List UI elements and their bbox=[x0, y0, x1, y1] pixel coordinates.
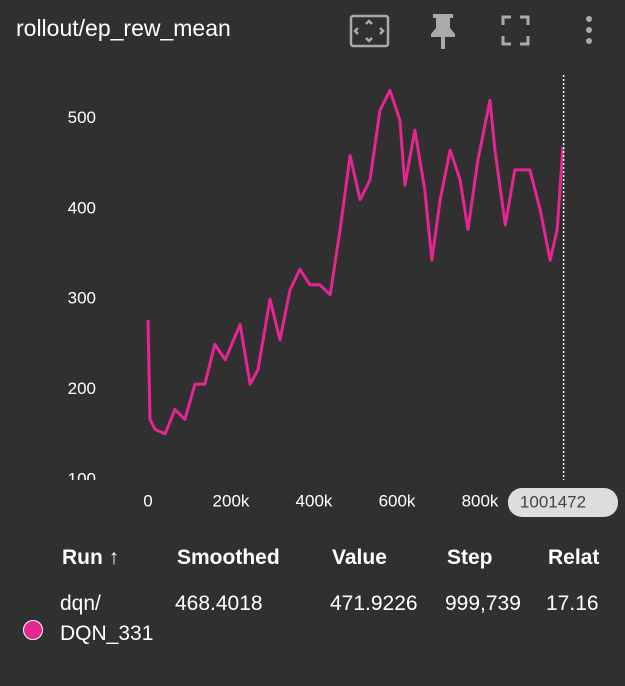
column-header: Run ↑ bbox=[62, 546, 120, 569]
line-series bbox=[146, 88, 565, 436]
fullscreen-icon[interactable] bbox=[501, 15, 530, 46]
fit-icon[interactable] bbox=[349, 14, 390, 48]
x-tick-label: 600k bbox=[379, 491, 416, 510]
x-tick-label: 800k bbox=[462, 491, 499, 510]
y-tick-label: 500 bbox=[68, 108, 96, 127]
x-tick-label: 200k bbox=[213, 491, 250, 510]
menu-icon[interactable] bbox=[586, 16, 592, 44]
run-name: dqn/ DQN_331 bbox=[60, 592, 154, 645]
y-tick-label: 400 bbox=[68, 198, 96, 217]
column-header: Step bbox=[447, 546, 493, 569]
column-header: Value bbox=[332, 546, 387, 569]
column-header: Relat bbox=[548, 546, 600, 569]
chart: rollout/ep_rew_mean 100 200 300 400 500 0 200… bbox=[16, 14, 618, 517]
run-color bbox=[23, 620, 43, 640]
cell: 468.4018 bbox=[175, 592, 263, 615]
chart-title: rollout/ep_rew_mean bbox=[16, 15, 231, 41]
x-tick-label: 400k bbox=[296, 491, 333, 510]
hover-label-bg bbox=[508, 488, 618, 517]
pin-icon[interactable] bbox=[431, 14, 455, 49]
y-tick-label: 200 bbox=[68, 379, 96, 398]
x-tick-label: 0 bbox=[143, 491, 152, 510]
cell: 999,739 bbox=[445, 592, 521, 615]
cell: 471.9226 bbox=[330, 592, 418, 615]
y-tick-label: 100 bbox=[68, 469, 96, 488]
column-header: Smoothed bbox=[177, 546, 280, 569]
cell: 17.16 bbox=[546, 592, 599, 615]
y-tick-label: 300 bbox=[68, 289, 96, 308]
hover-label: 1001472 bbox=[520, 492, 586, 511]
